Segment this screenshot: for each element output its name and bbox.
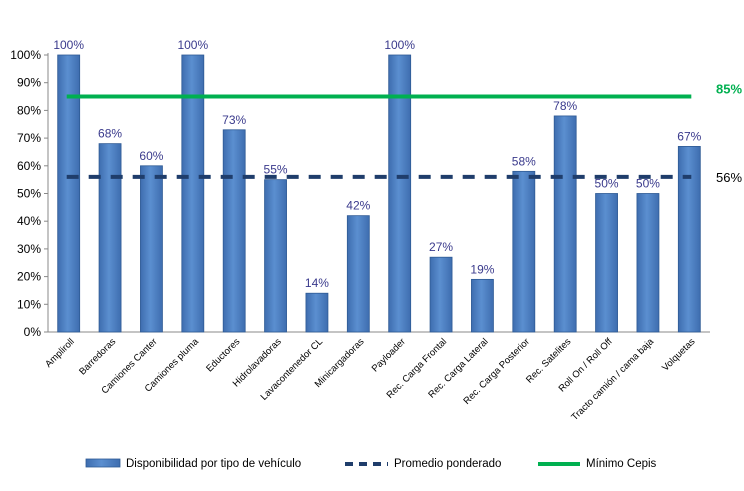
bar	[57, 54, 81, 333]
bar	[429, 256, 453, 333]
data-label: 14%	[305, 276, 329, 290]
bar	[346, 215, 370, 333]
x-tick-label: Ampliroll	[43, 336, 77, 370]
data-label: 60%	[139, 149, 163, 163]
data-label: 68%	[98, 127, 122, 141]
data-label: 50%	[636, 177, 660, 191]
bar	[388, 54, 412, 333]
data-label: 100%	[177, 38, 208, 52]
legend-swatch-bars	[85, 458, 121, 468]
data-label: 100%	[53, 38, 84, 52]
data-label: 19%	[470, 262, 494, 276]
legend-label-bars: Disponibilidad por tipo de vehículo	[126, 458, 301, 470]
bar	[595, 193, 618, 333]
minimum-end-label: 85%	[716, 82, 742, 97]
y-tick-label: 30%	[17, 242, 41, 256]
y-tick-label: 70%	[17, 131, 41, 145]
y-tick-label: 10%	[17, 297, 41, 311]
bar	[471, 278, 494, 333]
y-tick-label: 20%	[17, 270, 41, 284]
x-tick-label: Volquetas	[660, 336, 697, 373]
bar	[512, 170, 536, 333]
bar	[636, 193, 660, 333]
x-tick-label: Tracto camión / cama baja	[569, 336, 656, 423]
x-tick-label: Eductores	[204, 336, 242, 374]
x-tick-label: Barredoras	[77, 336, 118, 377]
y-tick-label: 80%	[17, 103, 41, 117]
y-tick-label: 60%	[17, 159, 41, 173]
bar	[222, 129, 246, 333]
y-tick-label: 0%	[24, 325, 42, 339]
data-label: 42%	[346, 199, 370, 213]
y-tick-label: 50%	[17, 187, 41, 201]
y-tick-label: 90%	[17, 76, 41, 90]
bar	[677, 146, 701, 333]
data-label: 58%	[512, 154, 536, 168]
y-tick-label: 40%	[17, 214, 41, 228]
bar	[98, 143, 122, 333]
data-label: 100%	[384, 38, 415, 52]
data-label: 78%	[553, 99, 577, 113]
bar	[553, 115, 577, 333]
data-label: 50%	[595, 177, 619, 191]
bar	[181, 54, 205, 333]
x-tick-label: Payloader	[370, 336, 408, 374]
bar	[264, 179, 287, 333]
data-label: 67%	[677, 129, 701, 143]
y-tick-label: 100%	[10, 48, 41, 62]
data-label: 27%	[429, 240, 453, 254]
data-label: 55%	[264, 163, 288, 177]
average-end-label: 56%	[716, 170, 742, 185]
bar	[305, 292, 329, 333]
legend-label-average: Promedio ponderado	[394, 458, 501, 470]
legend-label-minimum: Mínimo Cepis	[586, 458, 657, 470]
bar	[140, 165, 163, 333]
data-label: 73%	[222, 113, 246, 127]
